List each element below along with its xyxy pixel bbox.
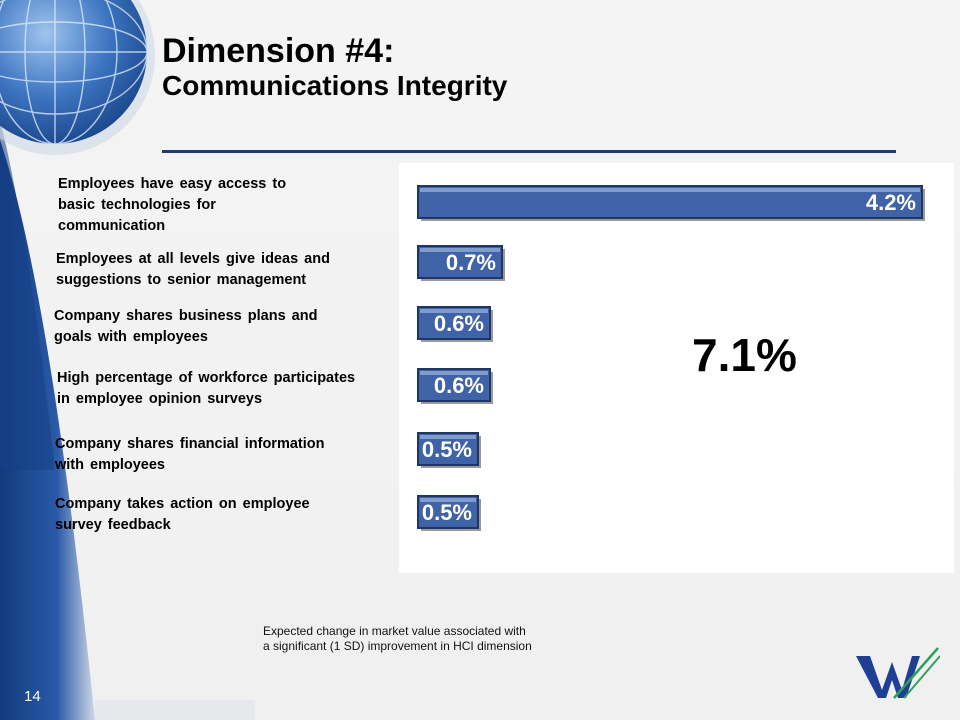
category-label-line: Employees at all levels give ideas and <box>56 251 330 267</box>
footnote-line-1: Expected change in market value associat… <box>263 624 526 638</box>
category-label-line: survey feedback <box>55 517 171 533</box>
category-label-line: goals with employees <box>54 329 208 345</box>
bar-highlight <box>420 371 488 375</box>
total-value: 7.1% <box>692 329 797 381</box>
title-divider <box>162 150 896 153</box>
category-label-line: basic technologies for <box>58 197 216 213</box>
category-label-line: in employee opinion surveys <box>57 391 263 407</box>
category-label-5: Company shares financial information wit… <box>55 434 324 476</box>
category-label-3: Company shares business plans and goals … <box>54 306 317 348</box>
category-label-6: Company takes action on employee survey … <box>55 494 310 536</box>
bar-highlight <box>420 309 488 313</box>
bar-value-label-2: 0.7% <box>446 250 496 275</box>
category-label-line: Company shares financial information <box>55 436 325 452</box>
footnote-line-2: a significant (1 SD) improvement in HCI … <box>263 639 532 653</box>
category-label-line: Company takes action on employee <box>55 496 310 512</box>
category-label-line: suggestions to senior management <box>56 272 307 288</box>
category-label-line: communication <box>58 218 166 234</box>
title-block: Dimension #4: Communications Integrity <box>162 32 507 102</box>
category-label-line: Company shares business plans and <box>54 308 318 324</box>
bar-highlight <box>420 435 476 439</box>
category-label-2: Employees at all levels give ideas and s… <box>56 249 330 291</box>
page-title: Dimension #4: <box>162 32 395 70</box>
bar-highlight <box>420 248 500 252</box>
bar-value-label-3: 0.6% <box>434 311 484 336</box>
category-label-line: Employees have easy access to <box>58 176 287 192</box>
category-label-1: Employees have easy access to basic tech… <box>58 174 286 237</box>
category-label-line: with employees <box>55 457 165 473</box>
bar-highlight <box>420 498 476 502</box>
category-label-line: High percentage of workforce participate… <box>57 370 356 386</box>
company-logo-icon <box>856 647 940 699</box>
page-number: 14 <box>24 688 41 705</box>
chart-panel <box>399 163 954 573</box>
globe-icon <box>0 0 155 155</box>
footnote: Expected change in market value associat… <box>263 624 532 654</box>
bar-value-label-4: 0.6% <box>434 373 484 398</box>
bar-value-label-5: 0.5% <box>422 437 472 462</box>
page-subtitle: Communications Integrity <box>162 70 508 101</box>
bar-value-label-1: 4.2% <box>866 190 916 215</box>
bar-highlight <box>420 188 920 192</box>
bar-value-label-6: 0.5% <box>422 500 472 525</box>
category-label-4: High percentage of workforce participate… <box>57 368 355 410</box>
